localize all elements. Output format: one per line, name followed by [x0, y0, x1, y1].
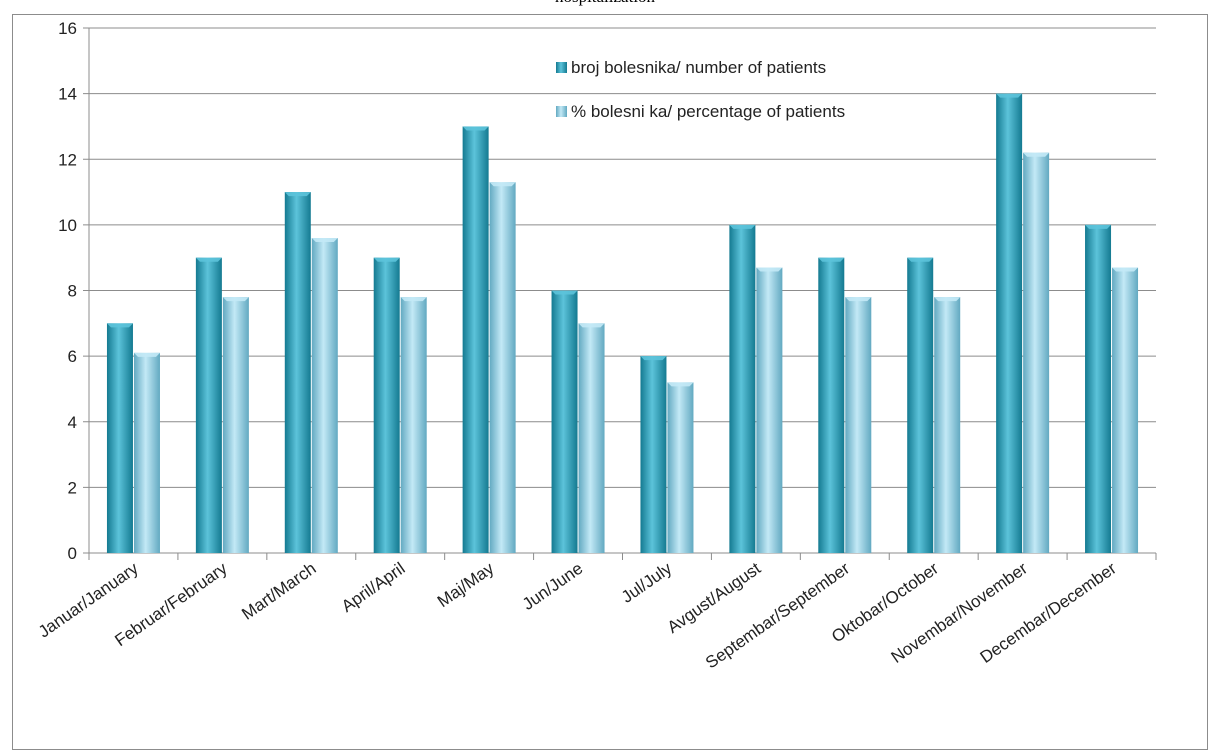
bar-percentage-of-patients [311, 238, 338, 553]
bar-percentage-of-patients [934, 297, 961, 553]
y-tick-label: 12 [58, 150, 77, 169]
bar-percentage-of-patients [756, 267, 783, 553]
x-tick-label: Septembar/September [702, 559, 853, 673]
legend-label: broj bolesnika/ number of patients [571, 58, 826, 77]
y-tick-label: 2 [68, 478, 77, 497]
legend-swatch [556, 62, 567, 73]
x-tick-label: Maj/May [434, 558, 498, 611]
bar-percentage-of-patients [1112, 267, 1139, 553]
bar-number-of-patients [284, 192, 311, 553]
legend: broj bolesnika/ number of patients % bole… [556, 58, 845, 121]
bar-number-of-patients [195, 257, 222, 553]
bar-percentage-of-patients [845, 297, 872, 553]
legend-swatch [556, 106, 567, 117]
bar-percentage-of-patients [133, 352, 160, 553]
bar-number-of-patients [106, 323, 133, 553]
y-tick-label: 16 [58, 19, 77, 38]
y-tick-label: 6 [68, 347, 77, 366]
x-tick-label: Mart/March [238, 559, 319, 624]
bar-percentage-of-patients [222, 297, 249, 553]
bar-number-of-patients [996, 93, 1023, 553]
x-tick-label: April/April [338, 559, 408, 616]
bar-percentage-of-patients [667, 382, 694, 553]
bar-number-of-patients [907, 257, 934, 553]
y-tick-label: 14 [58, 85, 77, 104]
y-tick-label: 8 [68, 282, 77, 301]
legend-item-percentage-of-patients: % bolesni ka/ percentage of patients [556, 102, 845, 121]
y-tick-label: 0 [68, 544, 77, 563]
bar-number-of-patients [551, 290, 578, 553]
bar-percentage-of-patients [1023, 152, 1050, 553]
bar-number-of-patients [729, 224, 756, 553]
y-tick-label: 4 [68, 413, 77, 432]
bar-percentage-of-patients [578, 323, 605, 553]
bar-percentage-of-patients [400, 297, 427, 553]
bar-number-of-patients [640, 356, 667, 553]
y-tick-labels: 0 2 4 6 8 10 12 14 16 [58, 19, 77, 563]
x-tick-label: Jun/June [519, 559, 586, 614]
bar-number-of-patients [1085, 224, 1112, 553]
bar-percentage-of-patients [489, 182, 516, 553]
bar-number-of-patients [462, 126, 489, 553]
legend-item-number-of-patients: broj bolesnika/ number of patients [556, 58, 826, 77]
bars [106, 93, 1139, 553]
x-tick-label: Jul/July [618, 558, 676, 606]
bar-number-of-patients [818, 257, 845, 553]
y-tick-label: 10 [58, 216, 77, 235]
legend-label: % bolesni ka/ percentage of patients [571, 102, 845, 121]
axes [88, 28, 1157, 560]
chart-caption: hospitalization [0, 0, 1210, 7]
bar-number-of-patients [373, 257, 400, 553]
